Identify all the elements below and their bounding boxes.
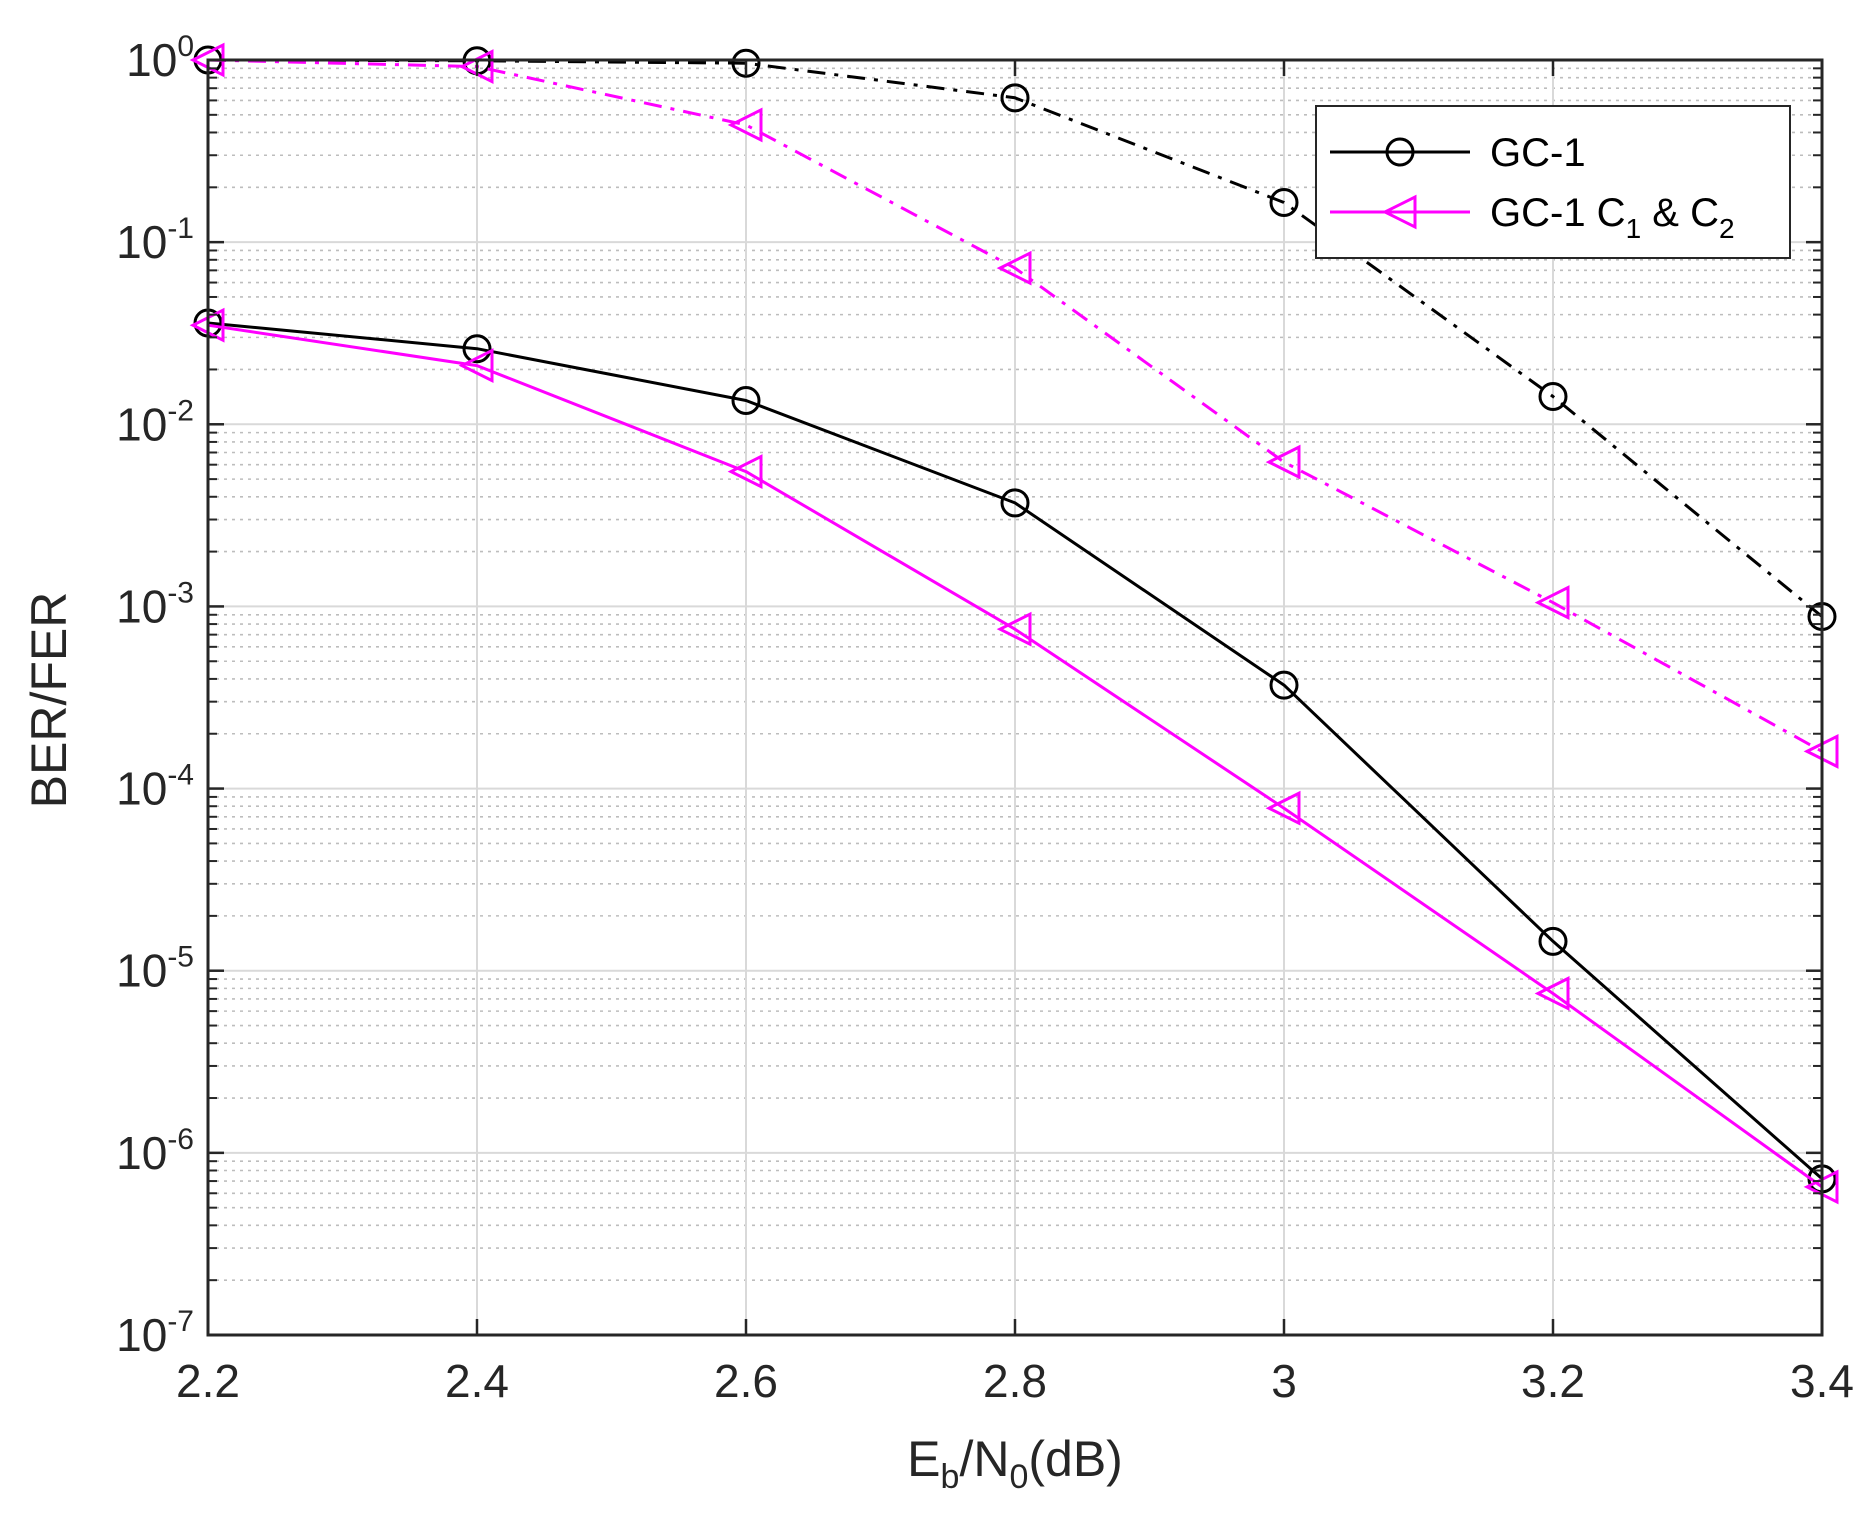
data-point	[1538, 926, 1568, 956]
legend-entry: GC-1 C1 & C2	[1330, 191, 1735, 244]
x-tick-label: 3	[1271, 1355, 1297, 1407]
y-tick-base: 10	[126, 34, 177, 86]
y-tick-exponent: -5	[167, 941, 194, 974]
data-point	[1265, 790, 1301, 826]
y-tick-exponent: 0	[177, 30, 194, 63]
data-point	[727, 107, 763, 143]
x-tick-label: 2.2	[176, 1355, 240, 1407]
y-axis-label: BER/FER	[21, 592, 77, 809]
y-tick-base: 10	[116, 398, 167, 450]
y-tick-exponent: -2	[167, 394, 194, 427]
data-point	[458, 348, 494, 384]
x-tick-label: 3.4	[1790, 1355, 1854, 1407]
data-point	[1000, 83, 1030, 113]
y-tick-exponent: -4	[167, 759, 194, 792]
legend-label-subscript: 2	[1719, 213, 1735, 244]
legend-box	[1315, 105, 1791, 259]
data-point	[1269, 188, 1299, 218]
axis-ticks	[206, 58, 1824, 1337]
y-tick-exponent: -3	[167, 576, 194, 609]
y-tick-base: 10	[116, 1127, 167, 1179]
y-tick-exponent: -1	[167, 212, 194, 245]
legend-label-subscript: 1	[1626, 213, 1642, 244]
legend-marker	[1381, 194, 1417, 230]
x-tick-label: 2.4	[445, 1355, 509, 1407]
series-line	[207, 323, 1823, 1189]
y-tick-label: 10-7	[116, 1305, 194, 1361]
y-tick-label: 10-1	[116, 212, 194, 268]
x-axis-label-main: E	[907, 1431, 940, 1487]
y-tick-label: 100	[126, 30, 194, 86]
data-point	[731, 48, 761, 78]
x-axis-label: Eb/N0(dB)	[907, 1431, 1123, 1496]
data-point	[1265, 444, 1301, 480]
series-line	[207, 321, 1823, 1180]
data-point	[462, 334, 492, 364]
data-point	[727, 454, 763, 490]
data-point	[1534, 976, 1570, 1011]
y-tick-base: 10	[116, 1309, 167, 1361]
y-tick-label: 10-5	[116, 941, 194, 997]
x-axis-label-sub2: 0	[1009, 1458, 1028, 1496]
legend-label-part: GC-1 C	[1490, 191, 1626, 235]
legend-entries: GC-1 GC-1 C1 & C2	[1330, 131, 1735, 244]
y-tick-base: 10	[116, 763, 167, 815]
y-tick-label: 10-6	[116, 1123, 194, 1179]
data-point	[731, 386, 761, 416]
x-axis-label-tail: (dB)	[1028, 1431, 1122, 1487]
y-tick-base: 10	[116, 216, 167, 268]
data-point	[1538, 382, 1568, 412]
x-tick-label: 2.8	[983, 1355, 1047, 1407]
data-point	[1269, 670, 1299, 700]
y-tick-label: 10-3	[116, 576, 194, 632]
x-axis-label-sub1: b	[941, 1458, 960, 1496]
legend-label: GC-1 C1 & C2	[1490, 191, 1735, 244]
data-point	[1534, 585, 1570, 620]
data-point	[996, 250, 1032, 286]
y-tick-label: 10-4	[116, 759, 194, 815]
legend-marker	[1385, 137, 1415, 167]
y-tick-base: 10	[116, 580, 167, 632]
legend-entry: GC-1	[1330, 131, 1586, 175]
x-tick-label: 2.6	[714, 1355, 778, 1407]
data-point	[1000, 488, 1030, 518]
x-tick-label: 3.2	[1521, 1355, 1585, 1407]
y-tick-exponent: -6	[167, 1123, 194, 1156]
legend: GC-1 GC-1 C1 & C2	[1315, 105, 1791, 259]
data-point	[996, 611, 1032, 647]
legend-label: GC-1	[1490, 131, 1586, 175]
y-tick-exponent: -7	[167, 1305, 194, 1338]
x-axis-label-mid: /N	[959, 1431, 1009, 1487]
legend-label-part: & C	[1641, 191, 1719, 235]
x-tick-labels: 2.2 2.4 2.6 2.8 3 3.2 3.4	[176, 1355, 1854, 1407]
y-tick-label: 10-2	[116, 394, 194, 450]
y-tick-base: 10	[116, 945, 167, 997]
